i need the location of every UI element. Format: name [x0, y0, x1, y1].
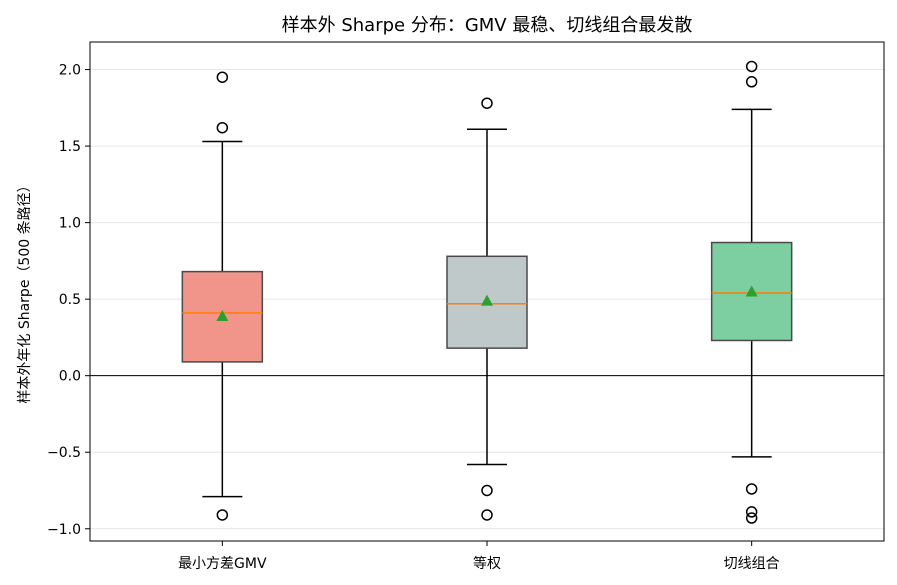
- mean-marker: [745, 285, 758, 297]
- y-tick-label: 0.0: [59, 369, 81, 385]
- y-tick-label: 1.5: [59, 139, 81, 155]
- mean-marker: [216, 309, 229, 321]
- y-tick-label: −0.5: [47, 445, 81, 461]
- outlier-point: [745, 483, 758, 495]
- outlier-point: [216, 121, 229, 134]
- outlier-point: [216, 71, 229, 83]
- x-axis-ticks: 最小方差GMV 等权 切线组合: [178, 541, 780, 572]
- boxes: [181, 60, 793, 524]
- outlier-point: [745, 506, 758, 518]
- y-tick-label: 1.0: [59, 216, 81, 232]
- outlier-point: [481, 509, 493, 521]
- x-tick-label: 切线组合: [724, 556, 780, 572]
- y-tick-label: −1.0: [47, 522, 81, 538]
- box-group: [181, 71, 264, 521]
- outlier-point: [481, 97, 493, 109]
- iqr-box: [710, 241, 793, 342]
- box-group: [710, 60, 793, 524]
- y-axis-ticks: −1.0 −0.5 0.0 0.5 1.0 1.5 2.0: [47, 63, 90, 538]
- y-axis-label: 样本外年化 Sharpe（500 条路径）: [16, 178, 33, 403]
- x-tick-label: 最小方差GMV: [178, 556, 267, 572]
- outlier-point: [745, 60, 758, 73]
- box-group: [446, 97, 528, 521]
- outlier-point: [745, 512, 758, 524]
- y-tick-label: 0.5: [59, 292, 81, 308]
- outlier-point: [481, 484, 493, 497]
- outlier-point: [745, 76, 758, 88]
- chart-title: 样本外 Sharpe 分布：GMV 最稳、切线组合最发散: [282, 15, 693, 36]
- mean-marker: [481, 294, 493, 306]
- x-tick-label: 等权: [473, 555, 501, 572]
- y-tick-label: 2.0: [59, 63, 81, 79]
- outlier-point: [216, 509, 229, 521]
